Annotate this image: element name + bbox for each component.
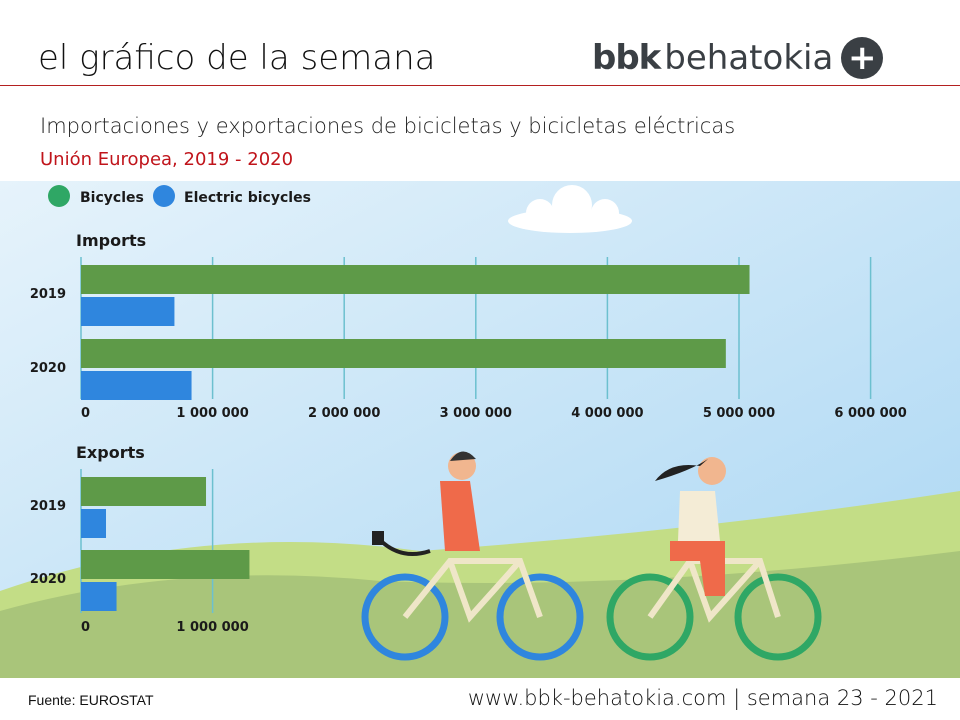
divider: [0, 85, 960, 86]
tick-label: 1 000 000: [176, 406, 248, 421]
bar-bicycles-2020: [81, 339, 726, 368]
chart-scene: Imports 0 1 000 000 2 000 000 3 000 000 4 000…: [0, 181, 960, 678]
category-label: 2019: [30, 499, 66, 514]
tick-label: 0: [81, 620, 90, 635]
logo-bold: bbk: [592, 38, 661, 78]
category-label: 2020: [30, 572, 66, 587]
page-title: el gráfico de la semana: [38, 38, 436, 78]
category-label: 2020: [30, 361, 66, 376]
chart-title: Importaciones y exportaciones de bicicle…: [40, 114, 736, 138]
tick-label: 5 000 000: [703, 406, 775, 421]
tick-label: 1 000 000: [176, 620, 248, 635]
chart-title: Exports: [76, 443, 145, 462]
cloud-icon: [508, 185, 632, 233]
bar-bicycles-2020: [81, 550, 250, 579]
bar-electric-bicycles-2020: [81, 582, 117, 611]
tick-label: 3 000 000: [440, 406, 512, 421]
electric-bike-illustration: [361, 451, 584, 661]
chart-title: Imports: [76, 231, 146, 250]
footer-website[interactable]: www.bbk-behatokia.com | semana 23 - 2021: [467, 686, 938, 710]
logo-light: behatokia: [664, 38, 834, 78]
source-note: Fuente: EUROSTAT: [28, 692, 154, 708]
tick-label: 6 000 000: [834, 406, 906, 421]
bar-electric-bicycles-2020: [81, 371, 192, 400]
legend-electric-swatch: [153, 185, 175, 207]
bar-electric-bicycles-2019: [81, 297, 175, 326]
legend-bicycles-swatch: [48, 185, 70, 207]
imports-chart: Imports 0 1 000 000 2 000 000 3 000 000 4 000…: [30, 231, 907, 421]
tick-label: 0: [81, 406, 90, 421]
tick-label: 2 000 000: [308, 406, 380, 421]
bar-electric-bicycles-2019: [81, 509, 107, 538]
bike-illustration: [606, 457, 822, 661]
logo: bbk behatokia +: [592, 36, 884, 80]
category-label: 2019: [30, 287, 66, 302]
plus-icon: +: [841, 37, 884, 79]
chart-subtitle: Unión Europea, 2019 - 2020: [40, 149, 294, 170]
bar-bicycles-2019: [81, 477, 207, 506]
legend: Bicycles Electric bicycles: [48, 185, 311, 207]
legend-electric: Electric bicycles: [184, 190, 311, 206]
exports-chart: Exports 0 1 000 000 2019 2020: [30, 443, 250, 635]
legend-bicycles: Bicycles: [80, 190, 144, 206]
tick-label: 4 000 000: [571, 406, 643, 421]
bar-bicycles-2019: [81, 265, 750, 294]
